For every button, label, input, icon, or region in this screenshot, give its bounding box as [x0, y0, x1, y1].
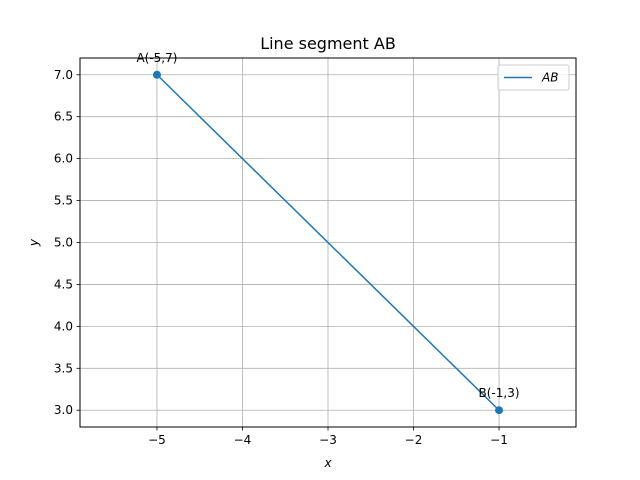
- y-tick-label: 6.5: [54, 110, 73, 124]
- legend-label: AB: [541, 71, 558, 85]
- series-line-ab: [156, 74, 500, 411]
- x-tick-label: −3: [319, 433, 337, 447]
- x-tick-label: −5: [148, 433, 166, 447]
- x-tick-label: −4: [234, 433, 252, 447]
- point-marker: [495, 406, 504, 415]
- point-marker: [152, 70, 161, 79]
- x-axis-label: x: [323, 456, 332, 470]
- y-tick-label: 4.0: [54, 319, 73, 333]
- y-tick-label: 3.0: [54, 403, 73, 417]
- legend-box: [497, 64, 570, 91]
- y-tick-label: 5.5: [54, 194, 73, 208]
- grid: [80, 58, 576, 427]
- legend: AB: [497, 64, 570, 91]
- series-layer: A(-5,7)B(-1,3): [136, 51, 520, 415]
- y-axis-label: y: [27, 238, 41, 247]
- point-label: B(-1,3): [479, 386, 520, 400]
- y-tick-label: 3.5: [54, 361, 73, 375]
- y-tick-label: 4.5: [54, 277, 73, 291]
- y-tick-label: 7.0: [54, 68, 73, 82]
- y-tick-label: 5.0: [54, 236, 73, 250]
- x-tick-label: −1: [490, 433, 508, 447]
- chart-title: Line segment AB: [260, 34, 396, 53]
- y-tick-label: 6.0: [54, 152, 73, 166]
- ticks: −5 −4 −3 −2 −1 3.0 3.5 4.0 4.5 5.0 5.5 6.0 6.5 7.0: [54, 68, 508, 447]
- x-tick-label: −2: [405, 433, 423, 447]
